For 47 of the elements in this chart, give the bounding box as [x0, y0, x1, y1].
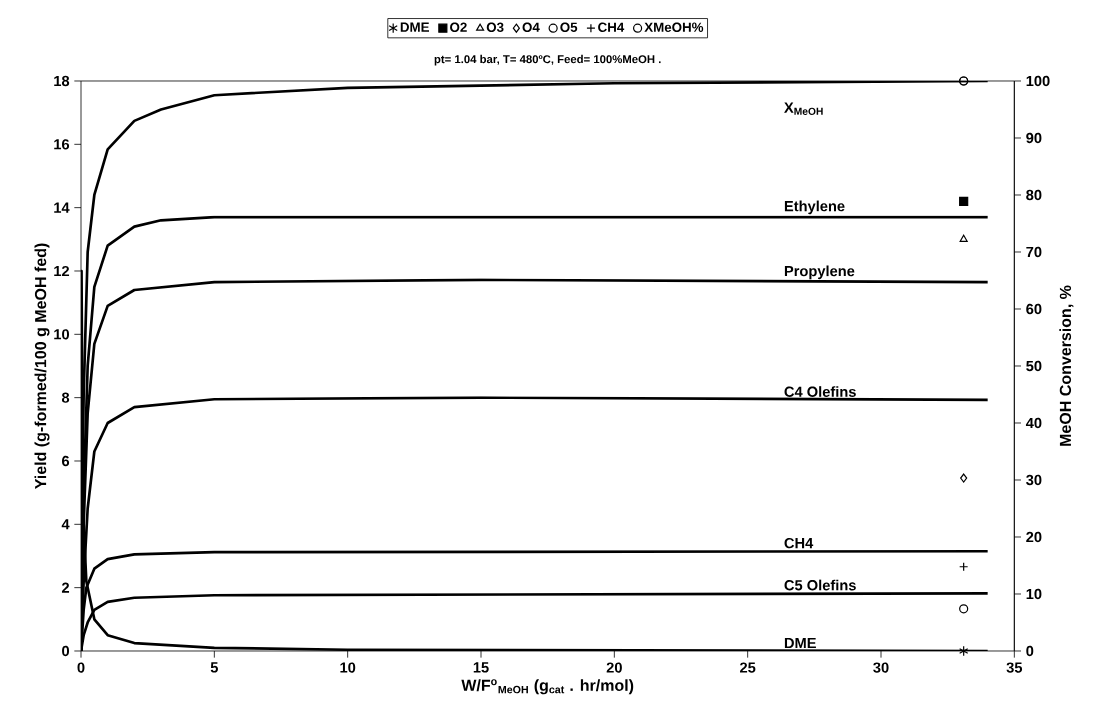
y-tick-label: 8 — [61, 392, 70, 403]
series-label: C4 Olefins — [784, 386, 856, 397]
y2-tick-label: 30 — [1026, 474, 1042, 486]
legend-label: O2 — [450, 22, 467, 32]
y2-tick-label: 60 — [1026, 303, 1042, 315]
y2-tick-label: 80 — [1026, 189, 1042, 201]
x-tick-label: 0 — [77, 662, 85, 673]
series-label: DME — [784, 637, 816, 649]
y-axis-title: Yield (g-formed/100 g MeOH fed) — [34, 243, 50, 489]
y2-tick-label: 0 — [1026, 645, 1034, 657]
x-tick-label: 30 — [873, 662, 889, 673]
y-tick-label: 14 — [54, 202, 70, 213]
y-tick-label: 0 — [62, 645, 70, 657]
series-label: X$_{MeOH}$ — [784, 102, 823, 115]
chart-title: pt= 1.04 bar, T= 480ºC, Feed= 100%MeOH . — [434, 54, 661, 66]
x-tick-label: 25 — [740, 662, 756, 673]
y-tick-label: 10 — [54, 329, 70, 340]
y2-tick-label: 70 — [1026, 246, 1042, 258]
x-tick-label: 15 — [473, 662, 489, 673]
y2-tick-label: 100 — [1026, 75, 1050, 87]
y-tick-label: 18 — [54, 75, 70, 87]
x-tick-label: 20 — [606, 662, 622, 673]
x-tick-label: 5 — [210, 662, 218, 673]
y2-tick-label: 20 — [1026, 531, 1042, 543]
legend-label: O4 — [522, 22, 540, 32]
legend-label: XMeOH% — [644, 22, 704, 32]
y2-tick-label: 50 — [1026, 360, 1042, 372]
legend-label: DME — [400, 22, 430, 32]
y2-axis-title: MeOH Conversion, % — [1059, 285, 1074, 446]
y2-tick-label: 90 — [1026, 132, 1042, 144]
legend-label: CH4 — [598, 22, 625, 32]
y2-tick-label: 10 — [1026, 588, 1042, 600]
y-tick-label: 4 — [61, 519, 70, 530]
y-tick-label: 6 — [62, 455, 70, 467]
y2-tick-label: 40 — [1025, 417, 1042, 429]
series-label: CH4 — [784, 537, 814, 549]
x-axis-title: W/F$^{o}$$_{MeOH}$ (g$_{cat}$ . hr/mol) — [461, 679, 634, 695]
legend-label: O5 — [560, 22, 578, 32]
legend-label: O3 — [486, 22, 504, 32]
series-label: Propylene — [784, 265, 855, 280]
series-label: Ethylene — [784, 200, 845, 215]
y-tick-label: 2 — [61, 582, 70, 593]
x-tick-label: 10 — [340, 662, 356, 673]
series-label: C5 Olefins — [784, 579, 856, 591]
y-tick-label: 12 — [54, 265, 70, 277]
y-tick-label: 16 — [54, 139, 70, 150]
x-tick-label: 35 — [1006, 662, 1023, 673]
